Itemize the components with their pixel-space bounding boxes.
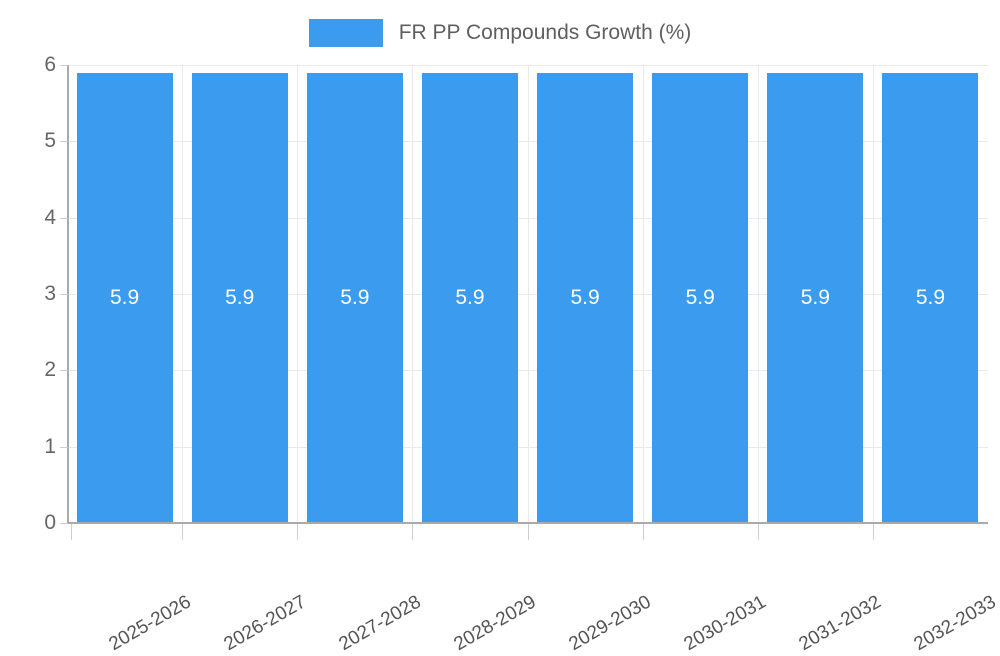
bar-value-label: 5.9 [915,286,946,309]
x-tick-label-2031-2032: 2031-2032 [795,591,885,656]
gridline-y [67,294,988,295]
bar-value-label: 5.9 [800,286,830,309]
bar-2030-2031[interactable]: 5.9 [652,72,749,523]
bar-2029-2030[interactable]: 5.9 [537,72,634,523]
gridline-x [643,65,644,523]
y-tick-label: 5 [44,129,56,153]
gridline-x [297,65,298,523]
y-tick-label: 1 [44,434,56,458]
plot-area [67,65,988,524]
legend-swatch-icon [308,19,383,47]
bars-layer: 5.9 5.9 5.9 5.9 5.9 5.9 5.9 5.9 [67,65,988,523]
bar-2027-2028[interactable]: 5.9 [306,72,403,523]
gridline-x [528,65,529,523]
chart-legend: FR PP Compounds Growth (%) [0,18,1000,48]
gridline-x [182,65,183,523]
y-tick-label: 6 [44,53,56,76]
x-tick-mark [412,524,413,540]
gridline-x [873,65,874,523]
y-axis-line [67,65,69,524]
x-tick-mark [528,524,529,540]
bar-value-label: 5.9 [570,286,600,309]
bar-value-label: 5.9 [340,286,370,309]
gridline-y [67,217,988,219]
legend-item-fr-pp-compounds-growth[interactable]: FR PP Compounds Growth (%) [308,19,692,47]
y-tick-label: 0 [44,511,56,534]
x-tick-label-2026-2027: 2026-2027 [220,591,310,656]
gridline-x [412,65,413,523]
x-tick-mark [758,524,759,540]
bar-value-label: 5.9 [685,286,715,309]
bar-chart: FR PP Compounds Growth (%) 5.9 5.9 5.9 5.9 5… [0,18,1000,655]
gridline-y [67,370,988,372]
bar-2028-2029[interactable]: 5.9 [421,72,518,523]
legend-item-label: FR PP Compounds Growth (%) [398,21,692,44]
x-tick-mark [182,524,183,540]
bar-2026-2027[interactable]: 5.9 [191,72,288,523]
x-tick-label-2029-2030: 2029-2030 [565,591,655,656]
bar-value-label: 5.9 [109,286,140,309]
x-axis-line [67,522,988,524]
bar-value-label: 5.9 [225,286,255,309]
x-tick-label-2032-2033: 2032-2033 [910,591,1000,656]
x-tick-label-2025-2026: 2025-2026 [105,591,195,656]
gridline-y [67,141,988,143]
x-tick-label-2030-2031: 2030-2031 [680,591,770,656]
gridline-x [758,65,759,523]
y-tick-label: 3 [44,282,56,305]
x-tick-mark [71,524,72,540]
x-tick-label-2027-2028: 2027-2028 [335,591,425,656]
x-tick-mark [297,524,298,540]
bar-2032-2033[interactable]: 5.9 [882,72,979,523]
bar-value-label: 5.9 [455,286,485,309]
x-tick-mark [643,524,644,540]
x-tick-label-2028-2029: 2028-2029 [450,591,540,656]
y-tick-label: 2 [44,358,56,382]
bar-2031-2032[interactable]: 5.9 [767,72,864,523]
x-tick-mark [873,524,874,540]
y-tick-label: 4 [44,205,56,229]
gridline-y [67,446,988,448]
bar-2025-2026[interactable]: 5.9 [76,72,173,523]
gridline-y [67,65,988,66]
